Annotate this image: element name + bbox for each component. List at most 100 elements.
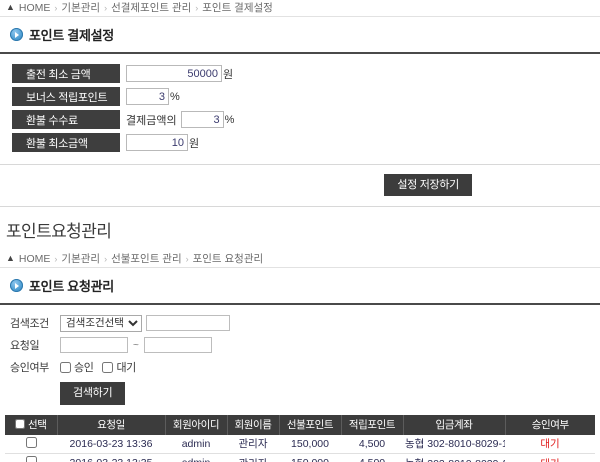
point-request-table: 선택 요청일 회원아이디 회원이름 선불포인트 적립포인트 입금계좌 승인여부 …	[5, 414, 595, 462]
breadcrumb-top: ▲ HOME › 기본관리 › 선결제포인트 관리 › 포인트 결제설정	[0, 0, 600, 17]
search-button[interactable]: 검색하기	[60, 382, 126, 405]
breadcrumb-separator: ›	[54, 2, 58, 13]
cell-deposit-account: 농협 302-8010-8029-11 정상순	[403, 434, 505, 455]
date-range-separator: ~	[133, 339, 139, 351]
row-select-cell[interactable]	[5, 453, 57, 462]
breadcrumb-item-point-request-mgmt[interactable]: 포인트 요청관리	[192, 253, 264, 266]
row-checkbox[interactable]	[25, 436, 37, 448]
approval-filter-waiting[interactable]: 대기	[102, 359, 136, 375]
payment-settings-form: 출전 최소 금액 원 보너스 적립포인트 % 환불 수수료 결제금액의 % 환불…	[0, 54, 600, 164]
cell-bonus-point: 4,500	[341, 434, 403, 455]
save-settings-button[interactable]: 설정 저장하기	[384, 174, 472, 197]
status-badge: 대기	[540, 438, 560, 451]
field-row-bonus-point: 보너스 적립포인트 %	[12, 87, 600, 106]
cell-approval-status: 대기	[505, 453, 595, 462]
label-min-charge: 출전 최소 금액	[12, 64, 120, 83]
unit-won: 원	[223, 68, 234, 81]
column-header-select: 선택	[5, 414, 58, 435]
cell-prepaid-point: 150,000	[279, 434, 341, 455]
search-keyword-input[interactable]	[146, 315, 230, 332]
cell-request-date: 2016-03-23 13:36	[57, 434, 165, 455]
cell-prepaid-point: 150,000	[279, 453, 341, 462]
table-row[interactable]: 2016-03-23 13:35 admin 관리자 150,000 4,500…	[5, 453, 595, 462]
search-row-condition: 검색조건 검색조건선택	[10, 314, 600, 332]
checkbox-approved-label[interactable]: 승인	[74, 362, 94, 375]
field-row-min-refund: 환불 최소금액 원	[12, 133, 600, 152]
breadcrumb-item-basic-mgmt[interactable]: 기본관리	[61, 253, 101, 266]
table-row[interactable]: 2016-03-23 13:36 admin 관리자 150,000 4,500…	[5, 434, 595, 455]
breadcrumb-separator: ›	[195, 2, 199, 13]
row-checkbox[interactable]	[25, 456, 37, 462]
bonus-point-input[interactable]	[126, 88, 169, 105]
cell-approval-status: 대기	[505, 434, 595, 455]
label-min-refund: 환불 최소금액	[12, 133, 120, 152]
label-search-condition: 검색조건	[10, 318, 49, 331]
column-header-deposit-account: 입금계좌	[403, 414, 506, 435]
breadcrumb-separator: ›	[185, 253, 189, 264]
cell-bonus-point: 4,500	[341, 453, 403, 462]
cell-request-date: 2016-03-23 13:35	[57, 453, 165, 462]
column-header-request-date: 요청일	[57, 414, 166, 435]
min-charge-input[interactable]	[126, 65, 222, 82]
refund-fee-input[interactable]	[180, 111, 224, 128]
divider-light	[0, 206, 600, 208]
cell-member-name: 관리자	[227, 453, 279, 462]
divider-dark	[0, 52, 600, 54]
divider-light	[0, 164, 600, 165]
section-header-request-mgmt: 포인트 요청관리	[0, 268, 600, 301]
status-badge: 대기	[540, 458, 559, 462]
unit-percent: %	[224, 113, 235, 126]
min-refund-input[interactable]	[126, 134, 188, 151]
section-title-payment-settings: 포인트 결제설정	[29, 28, 114, 43]
cell-member-name: 관리자	[227, 434, 279, 455]
breadcrumb-separator: ›	[104, 253, 108, 264]
column-header-approval-status: 승인여부	[505, 414, 595, 435]
approval-filter-approved[interactable]: 승인	[60, 359, 94, 375]
search-row-date: 요청일 ~	[10, 336, 600, 354]
label-approval-status: 승인여부	[10, 362, 49, 375]
label-bonus-point: 보너스 적립포인트	[12, 87, 120, 106]
section-header-payment-settings: 포인트 결제설정	[0, 17, 600, 50]
cell-deposit-account: 농협 302-8010-8029-11 정상순	[403, 453, 505, 462]
unit-won: 원	[189, 137, 200, 150]
breadcrumb-item-point-payment-settings[interactable]: 포인트 결제설정	[202, 2, 273, 14]
checkbox-waiting[interactable]	[102, 361, 114, 373]
save-button-row: 설정 저장하기	[0, 165, 600, 206]
refund-fee-prefix: 결제금액의	[126, 114, 177, 127]
breadcrumb-second: ▲ HOME › 기본관리 › 선불포인트 관리 › 포인트 요청관리	[0, 251, 600, 269]
breadcrumb-separator: ›	[54, 253, 58, 264]
label-request-date: 요청일	[10, 340, 40, 353]
search-row-approval: 승인여부 승인 대기	[10, 358, 600, 376]
breadcrumb-separator: ›	[104, 2, 108, 13]
home-icon: ▲	[6, 253, 15, 264]
field-row-refund-fee: 환불 수수료 결제금액의 %	[12, 110, 600, 129]
unit-percent: %	[170, 90, 180, 103]
label-refund-fee: 환불 수수료	[12, 110, 120, 129]
page-title: 포인트요청관리	[6, 222, 112, 242]
divider-dark	[0, 303, 600, 306]
column-header-member-name: 회원이름	[227, 414, 280, 435]
search-button-row: 검색하기	[10, 380, 600, 405]
date-to-input[interactable]	[143, 337, 212, 354]
cell-member-id: admin	[165, 453, 227, 462]
home-icon: ▲	[6, 2, 15, 12]
breadcrumb-item-prepaid-point-mgmt[interactable]: 선결제포인트 관리	[111, 2, 192, 14]
row-select-cell[interactable]	[5, 434, 57, 455]
breadcrumb-item-basic-mgmt[interactable]: 기본관리	[61, 2, 101, 14]
date-from-input[interactable]	[60, 337, 128, 354]
blue-arrow-icon	[10, 279, 23, 293]
select-all-checkbox[interactable]	[14, 419, 25, 430]
section-title-request-mgmt: 포인트 요청관리	[29, 279, 114, 295]
column-header-member-id: 회원아이디	[165, 414, 228, 435]
column-header-select-label: 선택	[27, 418, 47, 431]
column-header-bonus-point: 적립포인트	[341, 414, 404, 435]
search-condition-select[interactable]: 검색조건선택	[60, 314, 142, 332]
field-row-min-charge: 출전 최소 금액 원	[12, 64, 600, 83]
breadcrumb-item-home[interactable]: HOME	[18, 1, 51, 14]
checkbox-waiting-label[interactable]: 대기	[116, 362, 136, 375]
search-filter-panel: 검색조건 검색조건선택 요청일 ~ 승인여부 승인 대기 검색하기	[0, 305, 600, 408]
breadcrumb-item-home[interactable]: HOME	[18, 252, 51, 265]
breadcrumb-item-prepaid-point-mgmt[interactable]: 선불포인트 관리	[111, 253, 182, 266]
checkbox-approved[interactable]	[60, 361, 71, 373]
